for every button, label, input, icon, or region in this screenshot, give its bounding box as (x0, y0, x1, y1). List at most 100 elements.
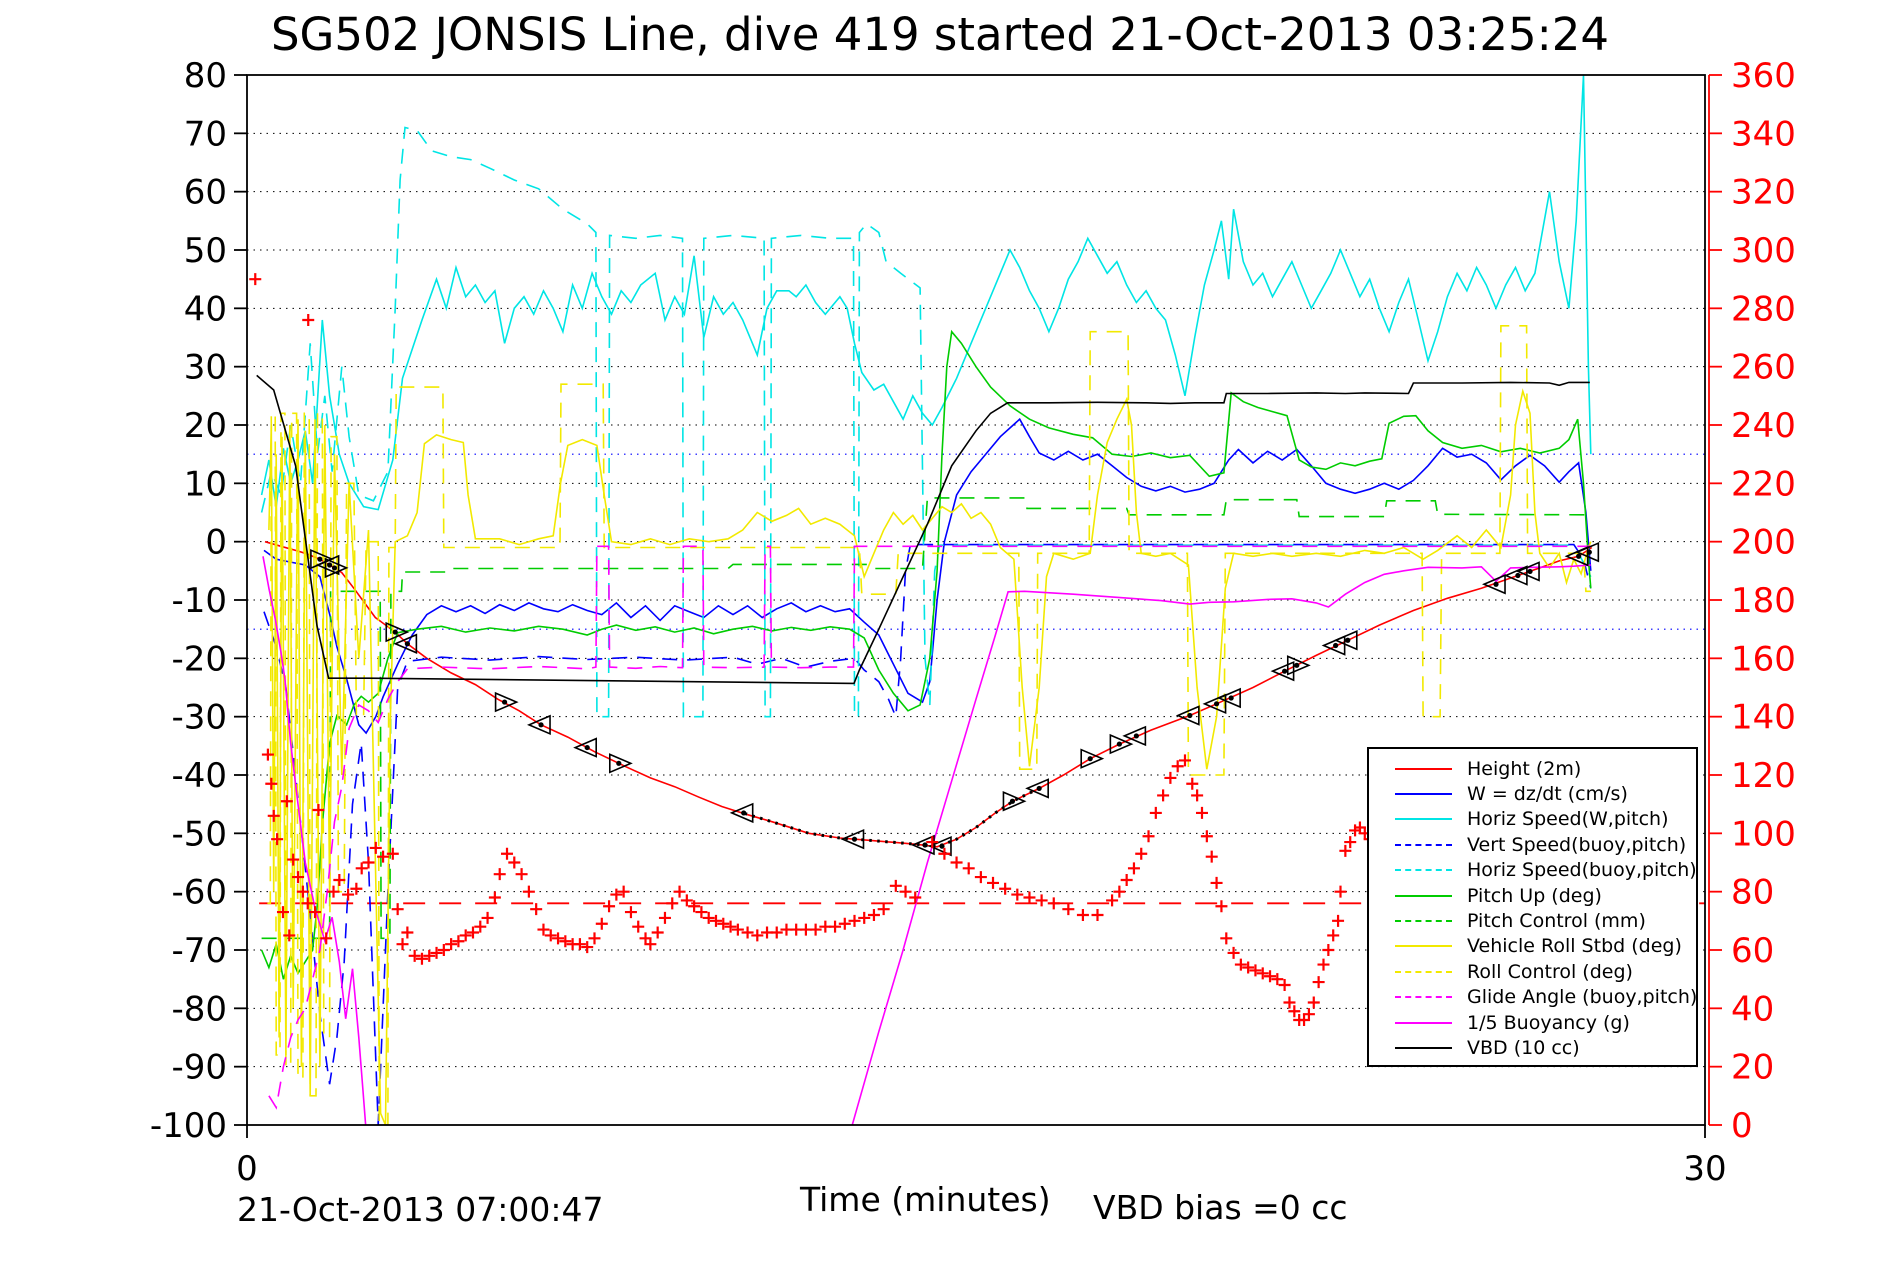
dive-sample-dot (1527, 568, 1533, 575)
heading-plus-marker (271, 833, 284, 846)
dive-direction-marker (1122, 725, 1147, 747)
heading-plus-marker (265, 777, 278, 790)
legend-line-sample (1395, 996, 1452, 999)
left-tick-label: 0 (205, 523, 227, 563)
left-tick-label: 30 (184, 348, 227, 388)
heading-plus-marker (1307, 996, 1320, 1009)
heading-plus-marker (1178, 754, 1191, 767)
left-tick-label: -60 (171, 873, 227, 913)
heading-plus-marker (1283, 996, 1296, 1009)
heading-plus-marker (702, 911, 715, 924)
dive-direction-marker (927, 835, 952, 857)
legend-item-w_dzdt: W = dz/dt (cm/s) (1369, 781, 1696, 806)
legend-item-horiz_speed_w: Horiz Speed(W,pitch) (1369, 807, 1696, 832)
legend-label: Horiz Speed(W,pitch) (1467, 808, 1669, 831)
left-tick-label: -50 (171, 814, 227, 854)
series-pitch_up (260, 329, 1592, 980)
dive-direction-marker (1516, 561, 1540, 582)
dive-direction-marker (1109, 733, 1134, 755)
dive-sample-dot (851, 836, 858, 842)
heading-plus-marker (1157, 789, 1170, 802)
right-tick-label: 180 (1731, 581, 1796, 621)
left-tick-label: -70 (171, 931, 227, 971)
legend-line-sample (1395, 818, 1452, 821)
legend-line-sample (1395, 894, 1452, 897)
left-tick-label: 80 (184, 56, 227, 96)
legend-line-sample (1395, 1021, 1452, 1024)
dive-direction-marker (573, 737, 598, 758)
heading-plus-marker (926, 836, 939, 849)
heading-plus-marker (355, 862, 368, 875)
heading-plus-marker (391, 903, 404, 916)
heading-plus-marker (848, 914, 861, 927)
dive-sample-dot (1493, 581, 1499, 587)
dive-sample-dot (317, 556, 323, 562)
dive-sample-dot (327, 562, 333, 568)
heading-plus-marker (301, 897, 314, 910)
heading-plus-marker (1242, 961, 1255, 974)
heading-plus-marker (488, 891, 501, 904)
dive-direction-marker (1025, 778, 1049, 799)
dive-sample-dot (1116, 741, 1122, 747)
heading-plus-marker (1271, 973, 1284, 986)
legend-item-pitch_control: Pitch Control (mm) (1369, 908, 1696, 933)
heading-plus-marker (1220, 932, 1233, 945)
heading-plus-marker (312, 804, 325, 816)
legend-item-buoyancy: 1/5 Buoyancy (g) (1369, 1010, 1696, 1035)
heading-plus-marker (445, 938, 458, 951)
dive-sample-dot (741, 810, 747, 816)
heading-plus-marker (415, 952, 428, 965)
dive-sample-dot (501, 699, 508, 705)
dive-direction-marker (324, 557, 349, 579)
heading-plus-marker (481, 911, 494, 924)
heading-plus-marker (320, 932, 333, 945)
heading-plus-marker (1278, 979, 1291, 991)
heading-plus-marker (680, 894, 693, 907)
left-tick-label: 60 (184, 173, 227, 213)
heading-plus-marker (369, 841, 382, 854)
heading-plus-marker (1322, 944, 1335, 956)
left-tick-label: -80 (171, 989, 227, 1029)
legend: Height (2m) W = dz/dt (cm/s) Horiz Speed(W… (1367, 747, 1698, 1067)
right-tick-label: 200 (1731, 523, 1796, 563)
dive-direction-marker (1481, 574, 1506, 595)
heading-plus-marker (309, 906, 322, 919)
dive-sample-dot (392, 629, 398, 635)
heading-plus-marker (1186, 777, 1199, 790)
heading-plus-marker (858, 911, 871, 924)
heading-plus-marker (559, 935, 572, 948)
legend-line-sample (1395, 920, 1452, 923)
dive-direction-marker (1175, 705, 1200, 726)
heading-plus-marker (333, 874, 346, 886)
heading-plus-marker (261, 748, 274, 761)
heading-plus-marker (1106, 894, 1119, 907)
dive-sample-dot (1087, 756, 1093, 762)
heading-plus-marker (515, 868, 528, 881)
dive-direction-marker (729, 802, 754, 824)
heading-plus-marker (1317, 958, 1330, 971)
dive-direction-marker (393, 633, 418, 654)
right-tick-label: 80 (1731, 873, 1774, 913)
right-tick-label: 240 (1731, 406, 1796, 446)
heading-plus-marker (595, 917, 608, 930)
legend-label: Vehicle Roll Stbd (deg) (1467, 935, 1682, 958)
legend-line-sample (1395, 767, 1452, 770)
heading-plus-marker (724, 920, 737, 933)
heading-plus-marker (603, 900, 616, 913)
heading-plus-marker (1120, 874, 1133, 886)
legend-line-sample (1395, 1046, 1452, 1049)
heading-plus-marker (552, 932, 565, 945)
legend-item-glide_angle: Glide Angle (buoy,pitch) (1369, 985, 1697, 1010)
legend-line-sample (1395, 793, 1452, 796)
x-axis-label: Time (minutes) (800, 1180, 1051, 1219)
dive-direction-marker (526, 714, 551, 736)
series-horiz_speed_buoy (260, 126, 1592, 718)
heading-plus-marker (1288, 1005, 1301, 1018)
heading-plus-marker (1312, 976, 1325, 989)
heading-plus-marker (688, 900, 701, 913)
right-tick-label: 60 (1731, 931, 1774, 971)
legend-item-vehicle_roll: Vehicle Roll Stbd (deg) (1369, 934, 1696, 959)
heading-plus-marker (437, 944, 450, 956)
heading-plus-marker (867, 909, 880, 921)
dive-sample-dot (1009, 798, 1016, 804)
